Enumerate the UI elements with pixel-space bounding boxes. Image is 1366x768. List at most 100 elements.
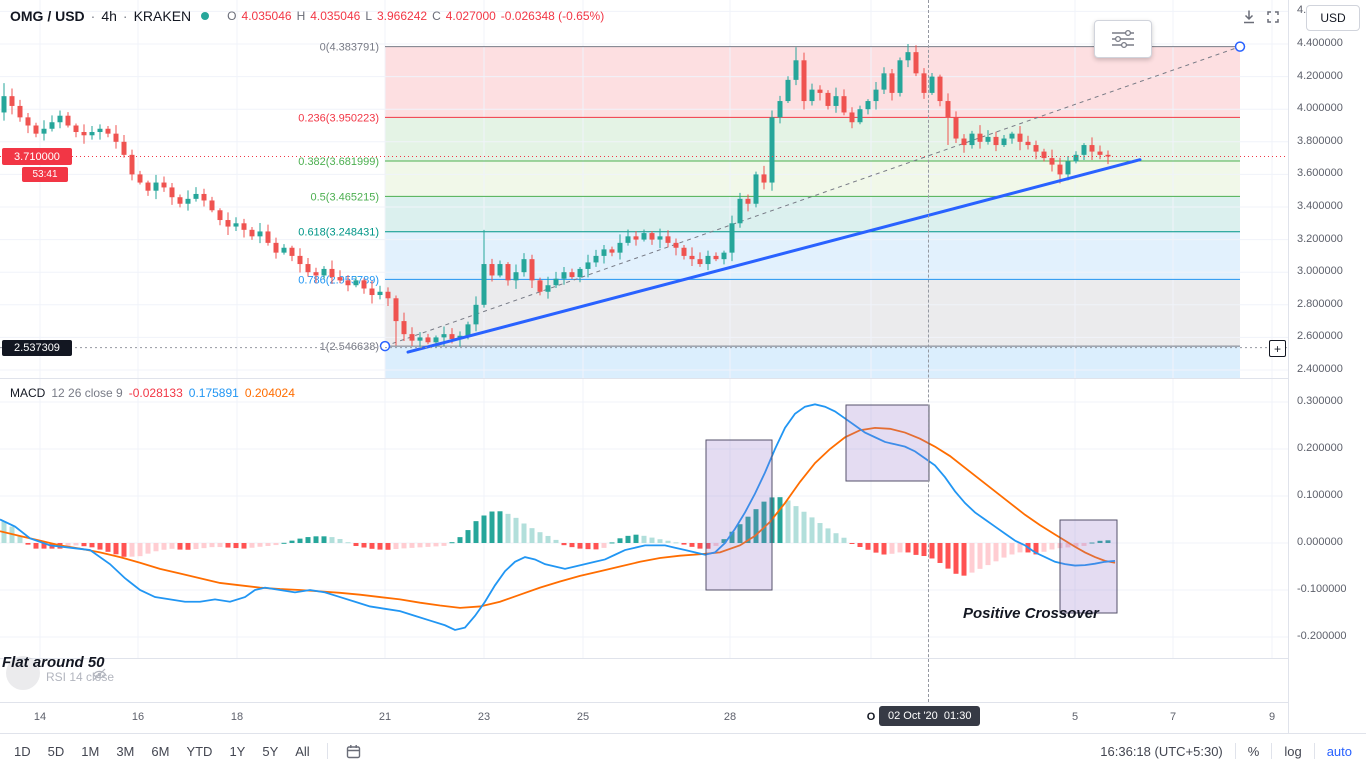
macd-chart-canvas[interactable]: Positive Crossover (0, 378, 1288, 658)
macd-histogram-bar (689, 543, 695, 547)
candle (521, 259, 527, 273)
macd-histogram-bar (593, 543, 599, 550)
fullscreen-icon[interactable] (1264, 8, 1282, 26)
candle (809, 89, 815, 102)
interval-label[interactable]: 4h (101, 8, 117, 24)
macd-legend[interactable]: MACD 12 26 close 9 -0.028133 0.175891 0.… (10, 386, 295, 400)
go-to-date-icon[interactable] (345, 743, 362, 760)
range-button-5d[interactable]: 5D (47, 743, 65, 759)
candle (913, 52, 919, 74)
candle (641, 233, 647, 240)
candle (921, 73, 927, 93)
candle (721, 252, 727, 260)
candle (17, 105, 23, 118)
drawing-handle[interactable] (1234, 41, 1246, 52)
macd-histogram-bar (481, 515, 487, 543)
macd-histogram-bar (801, 511, 807, 543)
currency-button[interactable]: USD (1306, 5, 1360, 31)
rsi-annotation[interactable]: Flat around 50 (2, 654, 105, 671)
candle (905, 52, 911, 61)
candle (1017, 133, 1023, 142)
add-alert-plus-button[interactable]: + (1269, 340, 1286, 357)
macd-histogram-bar (1041, 543, 1047, 552)
macd-histogram-bar (617, 538, 623, 543)
main-chart-canvas[interactable]: 0(4.383791) 0.236(3.950223) 0.382(3.681999… (0, 0, 1288, 378)
macd-histogram-bar (825, 528, 831, 543)
candle (1081, 145, 1087, 155)
range-button-3m[interactable]: 3M (116, 743, 135, 759)
log-scale-button[interactable]: log (1284, 743, 1302, 759)
candle (185, 198, 191, 204)
candle (1033, 145, 1039, 152)
candle (385, 291, 391, 299)
candle (689, 255, 695, 260)
price-axis[interactable]: 4.6000004.4000004.2000004.0000003.800000… (1288, 0, 1366, 733)
range-button-1m[interactable]: 1M (81, 743, 100, 759)
range-button-6m[interactable]: 6M (151, 743, 170, 759)
candle (465, 324, 471, 336)
macd-histogram-bar (793, 506, 799, 543)
pane-separator[interactable] (0, 658, 1288, 659)
eye-slash-icon[interactable] (92, 668, 109, 681)
macd-histogram-bar (185, 543, 191, 550)
auto-scale-button[interactable]: auto (1326, 743, 1352, 759)
highlight-box[interactable] (705, 439, 773, 591)
drawing-handle[interactable] (379, 340, 391, 352)
macd-histogram-bar (417, 543, 423, 548)
range-button-ytd[interactable]: YTD (186, 743, 213, 759)
clock-label[interactable]: 16:36:18 (UTC+5:30) (1100, 743, 1223, 759)
pane-separator[interactable] (0, 378, 1288, 379)
market-status-dot[interactable] (201, 12, 210, 20)
range-button-1y[interactable]: 1Y (229, 743, 246, 759)
separator-dot: · (122, 8, 128, 24)
open-value: 4.035046 (241, 9, 292, 23)
percent-scale-button[interactable]: % (1247, 743, 1260, 759)
macd-histogram-bar (161, 543, 167, 550)
range-button-1d[interactable]: 1D (14, 743, 31, 759)
trendline[interactable] (406, 158, 1142, 354)
candle (681, 247, 687, 256)
macd-histogram-bar (1105, 540, 1111, 543)
candle (1065, 161, 1071, 175)
macd-histogram-bar (929, 543, 935, 559)
candle (1041, 151, 1047, 159)
scroll-to-recent-icon[interactable] (1240, 8, 1258, 26)
macd-histogram-bar (561, 543, 567, 546)
macd-histogram-bar (817, 523, 823, 543)
candle (737, 198, 743, 224)
range-button-all[interactable]: All (295, 743, 310, 759)
candle (193, 193, 199, 199)
toolbar-divider (1313, 743, 1315, 759)
macd-histogram-bar (113, 543, 119, 555)
candle (561, 272, 567, 279)
highlight-box[interactable] (1059, 519, 1118, 614)
candle (857, 109, 863, 123)
candle (137, 174, 143, 183)
symbol-title[interactable]: OMG / USD (10, 8, 85, 24)
candle (393, 298, 399, 322)
macd-histogram-bar (321, 536, 327, 543)
indicator-settings-panel[interactable] (1094, 20, 1152, 58)
macd-histogram-bar (945, 543, 951, 569)
macd-histogram-bar (1001, 543, 1007, 558)
time-axis[interactable]: 9 7 5 O 28 25 23 21 18 16 14 02 Oct '20 01:30 (0, 702, 1366, 734)
crossover-annotation[interactable]: Positive Crossover (963, 605, 1100, 622)
candle (97, 128, 103, 133)
macd-histogram-bar (993, 543, 999, 562)
symbol-legend[interactable]: OMG / USD · 4h · KRAKEN O 4.035046 H 4.0… (10, 8, 604, 24)
highlight-box[interactable] (845, 404, 930, 482)
macd-histogram-bar (433, 543, 439, 547)
macd-title[interactable]: MACD (10, 386, 46, 400)
macd-histogram-bar (577, 543, 583, 549)
separator-dot: · (90, 8, 96, 24)
time-axis-label: 28 (723, 711, 737, 723)
range-button-5y[interactable]: 5Y (262, 743, 279, 759)
macd-histogram-bar (833, 533, 839, 543)
fib-baseline[interactable] (384, 46, 1241, 347)
price-axis-label: 3.800000 (1297, 134, 1343, 147)
hidden-indicator-label[interactable]: RSI 14 close (46, 670, 115, 684)
range-selector: 1D 5D 1M 3M 6M YTD 1Y 5Y All (14, 743, 362, 760)
candle (113, 133, 119, 142)
candle (585, 262, 591, 269)
macd-histogram-bar (153, 543, 159, 552)
